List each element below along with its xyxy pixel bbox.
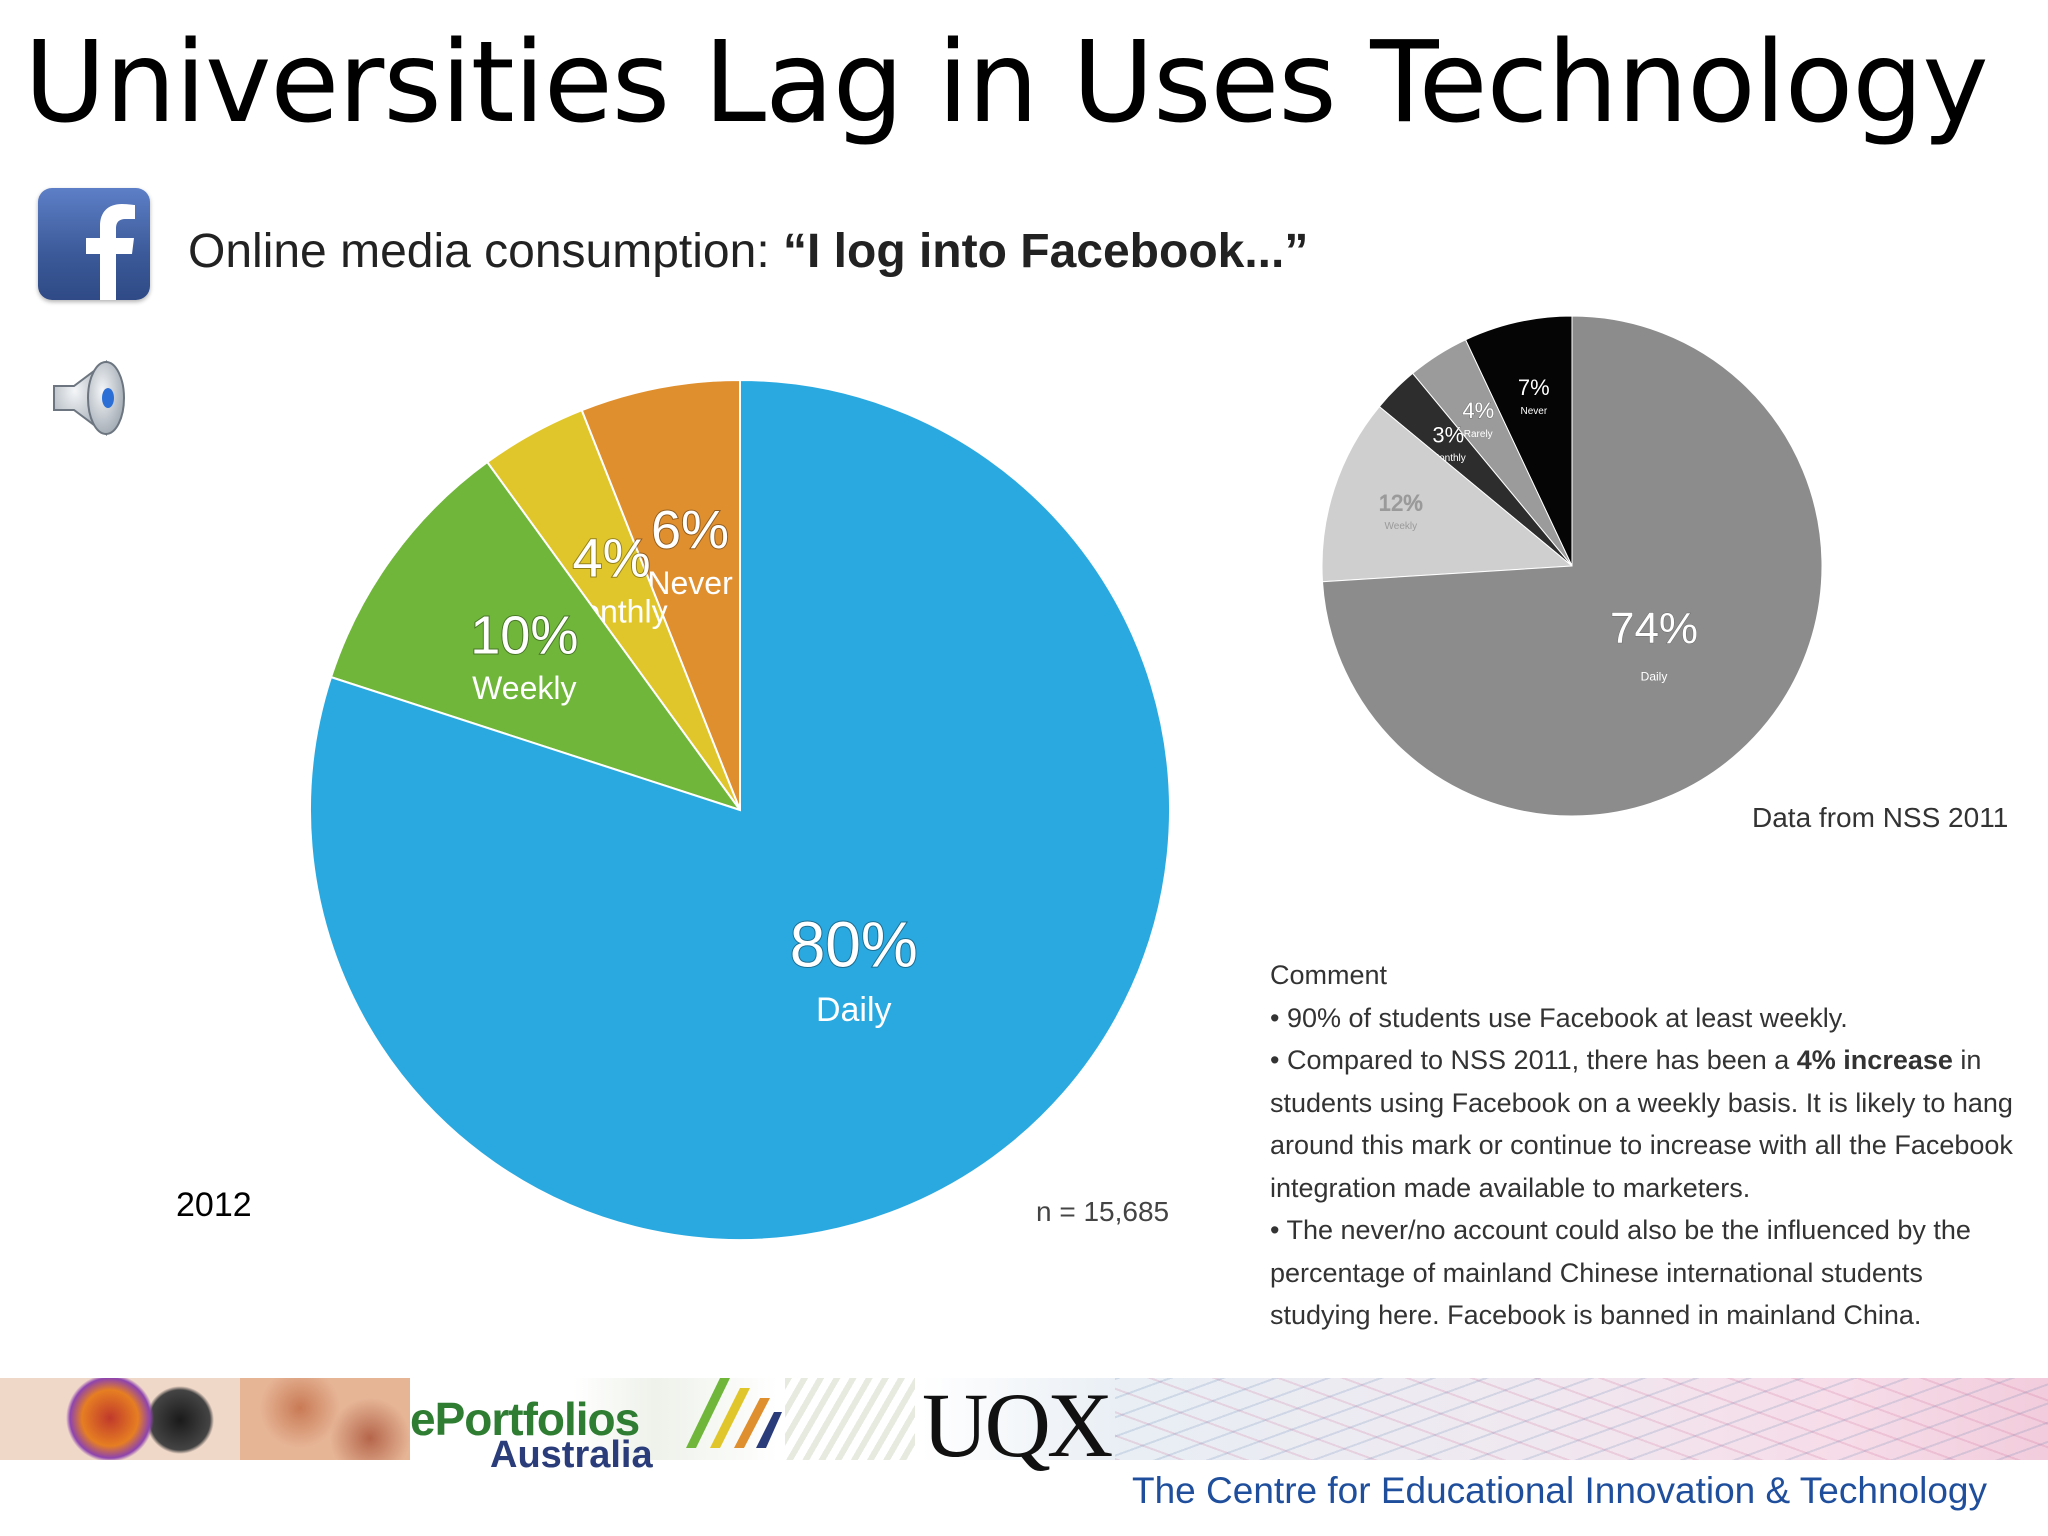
- ceit-footer-text: The Centre for Educational Innovation & …: [1132, 1470, 1987, 1511]
- pie-label-pct-monthly: 3%: [1432, 422, 1464, 447]
- banner-tile-1: [0, 1378, 240, 1460]
- pie-slice-never: [580, 378, 741, 811]
- eportfolios-logo-icon: [686, 1378, 782, 1448]
- pie-label-name-rarely: Rarely: [1464, 429, 1493, 440]
- pie-slice-daily: [1321, 315, 1823, 817]
- pie-label-pct-never: 7%: [1518, 375, 1550, 400]
- pie-label-pct-weekly: 12%: [1379, 490, 1423, 515]
- pie-label-name-daily: Daily: [816, 991, 892, 1029]
- pie-slice-weekly: [329, 460, 743, 812]
- pie-label-pct-daily: 74%: [1610, 604, 1698, 653]
- speaker-icon[interactable]: [48, 356, 138, 440]
- pie-label-name-never: Never: [647, 565, 733, 601]
- year-label: 2012: [176, 1186, 252, 1224]
- pie-label-pct-daily: 80%: [790, 909, 918, 981]
- subtitle-quote: “I log into Facebook...”: [782, 225, 1309, 278]
- comment-bullet-3: • The never/no account could also be the…: [1270, 1215, 1971, 1330]
- pie-slice-daily: [309, 378, 1171, 1241]
- slide-title: Universities Lag in Uses Technology: [24, 18, 1989, 148]
- comment-bullet-2-bold: 4% increase: [1796, 1045, 1953, 1075]
- comment-bullet-1: • 90% of students use Facebook at least …: [1270, 1002, 1848, 1033]
- pie-label-pct-weekly: 10%: [470, 605, 578, 665]
- pie-label-pct-monthly: 4%: [573, 528, 651, 588]
- banner-tile-2: [240, 1378, 410, 1460]
- facebook-icon: [38, 188, 150, 300]
- pie-label-name-never: Never: [1520, 406, 1547, 417]
- comment-bullet-2-post: in students using Facebook on a weekly b…: [1270, 1045, 2013, 1203]
- eportfolios-logo-text: ePortfolios: [410, 1393, 640, 1445]
- uqx-logo: UQX: [922, 1374, 1113, 1476]
- pie-label-name-weekly: Weekly: [1385, 521, 1418, 532]
- nss-source-note: Data from NSS 2011: [1752, 802, 2009, 833]
- pie-label-pct-rarely: 4%: [1462, 398, 1494, 423]
- comment-bullet-2-pre: • Compared to NSS 2011, there has been a: [1270, 1045, 1797, 1075]
- comment-heading: Comment: [1270, 960, 1388, 990]
- pie-label-name-monthly: Monthly: [1431, 453, 1466, 464]
- sample-size-note: n = 15,685: [1036, 1196, 1170, 1227]
- comment-bullet-2: • Compared to NSS 2011, there has been a…: [1270, 1039, 2020, 1209]
- eportfolios-logo-subtext: Australia: [490, 1434, 653, 1476]
- pie-slice-never: [1464, 315, 1573, 567]
- footer-banner: [0, 1378, 2048, 1460]
- subtitle-prefix: Online media consumption:: [188, 225, 783, 278]
- chart-subtitle: Online media consumption: “I log into Fa…: [188, 224, 1308, 279]
- pie-label-name-weekly: Weekly: [472, 670, 576, 706]
- banner-tile-3: [785, 1378, 915, 1460]
- pie-slice-weekly: [1321, 405, 1574, 583]
- comment-box: Comment • 90% of students use Facebook a…: [1270, 954, 2020, 1337]
- pie-label-pct-never: 6%: [651, 500, 729, 560]
- banner-tile-4: [1115, 1378, 2048, 1460]
- pie-label-name-daily: Daily: [1641, 669, 1668, 683]
